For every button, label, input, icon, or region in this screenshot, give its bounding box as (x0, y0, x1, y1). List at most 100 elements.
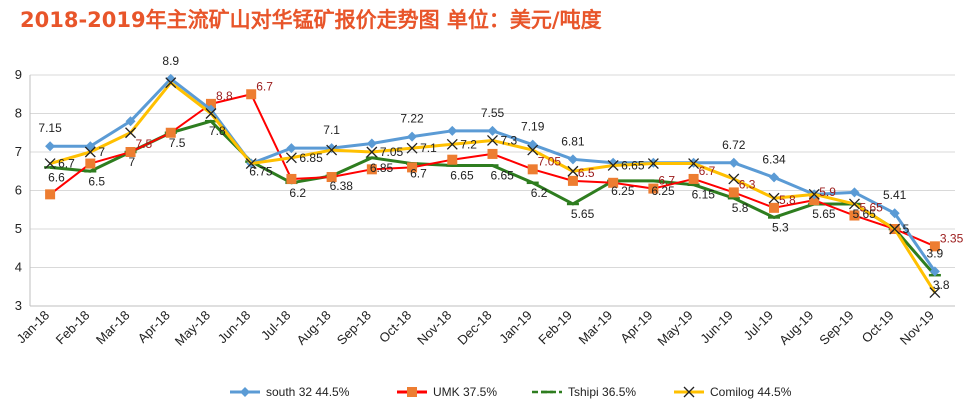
data-point (366, 146, 378, 158)
data-point (769, 172, 780, 183)
data-label: 7 (129, 155, 136, 169)
data-label: 7.05 (380, 145, 404, 159)
data-point (849, 187, 860, 198)
data-label: 3.9 (927, 246, 944, 260)
legend-label: Tshipi 36.5% (568, 385, 636, 399)
data-point (849, 210, 860, 221)
data-label: 5.3 (772, 220, 789, 234)
data-point (245, 158, 257, 170)
data-label: 7.22 (400, 112, 424, 126)
data-label: 6.7 (410, 167, 427, 181)
data-label: 6.3 (739, 177, 756, 191)
x-tick-label: Nov-18 (414, 308, 454, 348)
data-point (929, 266, 940, 277)
data-label: 6.85 (370, 161, 394, 175)
data-point (44, 158, 56, 170)
data-label: 3.8 (933, 278, 950, 292)
y-tick-label: 6 (15, 183, 22, 198)
legend-item: UMK 37.5% (397, 385, 497, 399)
data-point (285, 152, 297, 164)
data-label: 5.9 (819, 185, 836, 199)
data-point (125, 127, 137, 139)
x-tick-label: Oct-19 (859, 308, 897, 346)
legend-item: Tshipi 36.5% (532, 385, 636, 399)
y-tick-label: 3 (15, 298, 22, 313)
data-label: 5.65 (812, 207, 836, 221)
legend-label: Comilog 44.5% (710, 385, 792, 399)
data-label: 6.15 (692, 188, 716, 202)
data-point (326, 144, 338, 156)
data-point (84, 146, 96, 158)
x-tick-label: Nov-19 (897, 308, 937, 348)
data-point (848, 198, 860, 210)
series-umk (45, 89, 940, 252)
data-label: 6.7 (256, 79, 273, 93)
data-point (205, 98, 216, 109)
data-point (165, 77, 177, 89)
data-point (567, 154, 578, 165)
y-tick-label: 7 (15, 144, 22, 159)
data-label: 5.8 (732, 201, 749, 215)
data-point (45, 141, 56, 152)
data-point (808, 188, 820, 200)
data-point (607, 160, 619, 171)
data-point (85, 158, 96, 169)
x-tick-label: Sep-18 (334, 308, 374, 348)
data-point (447, 125, 458, 136)
data-label: 6.7 (58, 157, 75, 171)
data-point (688, 158, 700, 170)
data-point (728, 157, 739, 168)
data-label: 6.5 (88, 174, 105, 188)
x-tick-label: Mar-19 (576, 308, 616, 348)
data-label: 5.41 (883, 188, 907, 202)
data-label: 6.5 (578, 166, 595, 180)
data-point (929, 287, 941, 298)
data-point (366, 164, 377, 175)
data-label: 6.81 (561, 134, 585, 148)
data-point (608, 177, 619, 188)
x-tick-label: Jan-19 (496, 308, 535, 347)
data-point (366, 138, 377, 149)
data-point (125, 147, 136, 157)
data-point (647, 158, 659, 170)
data-point (809, 195, 820, 206)
data-point (125, 116, 136, 127)
legend: south 32 44.5% UMK 37.5% Tshipi 36.5% Comil… (230, 385, 792, 399)
data-point (240, 387, 250, 397)
x-tick-label: Apr-18 (135, 308, 173, 346)
data-point (447, 154, 458, 165)
data-point (407, 387, 417, 397)
y-tick-label: 4 (15, 260, 22, 275)
data-point (406, 142, 418, 154)
data-point (286, 173, 297, 184)
x-tick-label: Apr-19 (617, 308, 655, 346)
data-label: 6.25 (651, 184, 675, 198)
x-tick-label: Jul-19 (740, 308, 776, 344)
data-label: 7.05 (538, 154, 562, 168)
data-label: 6.7 (658, 174, 675, 188)
data-label: 5 (903, 222, 910, 236)
data-point (889, 223, 901, 235)
data-label: 6.65 (621, 158, 645, 172)
data-point (165, 73, 176, 84)
data-label: 8.8 (216, 89, 233, 103)
x-tick-label: Dec-18 (454, 308, 494, 348)
x-tick-label: Jan-18 (14, 308, 53, 347)
chart-title: 2018-2019年主流矿山对华锰矿报价走势图 单位：美元/吨度 (20, 8, 602, 32)
x-tick-label: May-19 (654, 308, 695, 349)
legend-item: Comilog 44.5% (674, 385, 792, 399)
data-label: 5.65 (852, 207, 876, 221)
data-point (165, 127, 176, 138)
data-label: 7.8 (209, 124, 226, 138)
data-label: 5.8 (779, 193, 796, 207)
x-tick-label: Jun-18 (215, 308, 254, 347)
data-label: 5.65 (571, 207, 595, 221)
data-label: 7.5 (136, 137, 153, 151)
data-point (688, 173, 699, 184)
data-point (683, 386, 695, 398)
data-label: 6.65 (491, 168, 515, 182)
data-point (527, 164, 538, 175)
data-point (326, 172, 337, 183)
data-label: 7.1 (420, 141, 437, 155)
